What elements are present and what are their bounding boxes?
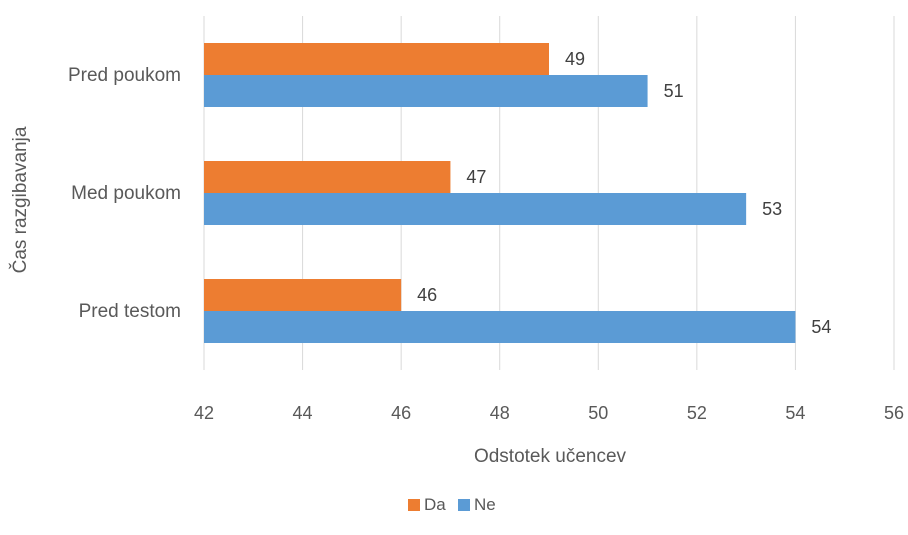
x-tick-label: 50 bbox=[588, 403, 608, 423]
x-tick-label: 52 bbox=[687, 403, 707, 423]
y-axis-title: Čas razgibavanja bbox=[9, 126, 31, 273]
category-labels: Pred poukom Med poukom Pred testom bbox=[68, 65, 181, 322]
data-label: 53 bbox=[762, 199, 782, 219]
x-tick-label: 56 bbox=[884, 403, 904, 423]
category-label: Med poukom bbox=[71, 183, 181, 204]
bars bbox=[204, 43, 796, 343]
x-tick-labels: 42 44 46 48 50 52 54 56 bbox=[194, 403, 904, 423]
x-tick-label: 46 bbox=[391, 403, 411, 423]
data-label: 51 bbox=[664, 81, 684, 101]
category-label: Pred testom bbox=[79, 301, 181, 322]
bar-da bbox=[204, 279, 402, 311]
legend-label-ne: Ne bbox=[474, 495, 496, 514]
legend: Da Ne bbox=[408, 495, 496, 514]
data-label: 54 bbox=[811, 317, 831, 337]
x-tick-label: 54 bbox=[785, 403, 805, 423]
bar-ne bbox=[204, 311, 796, 343]
bar-ne bbox=[204, 193, 747, 225]
legend-label-da: Da bbox=[424, 495, 446, 514]
legend-swatch-ne bbox=[458, 499, 470, 511]
x-tick-label: 42 bbox=[194, 403, 214, 423]
x-tick-label: 48 bbox=[490, 403, 510, 423]
bar-ne bbox=[204, 75, 648, 107]
category-label: Pred poukom bbox=[68, 65, 181, 86]
data-labels: 49 51 47 53 46 54 bbox=[417, 49, 831, 337]
x-tick-label: 44 bbox=[293, 403, 313, 423]
bar-da bbox=[204, 161, 451, 193]
legend-swatch-da bbox=[408, 499, 420, 511]
x-axis-title: Odstotek učencev bbox=[474, 446, 627, 467]
data-label: 46 bbox=[417, 285, 437, 305]
bar-da bbox=[204, 43, 549, 75]
data-label: 49 bbox=[565, 49, 585, 69]
data-label: 47 bbox=[466, 167, 486, 187]
